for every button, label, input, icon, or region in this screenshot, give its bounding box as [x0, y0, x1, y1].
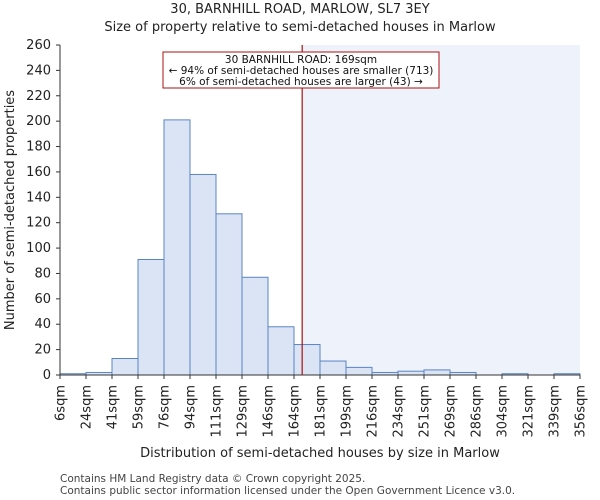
- chart-subtitle: Size of property relative to semi-detach…: [104, 20, 496, 35]
- x-tick-label: 6sqm: [54, 385, 69, 421]
- bar-59sqm: [137, 259, 165, 376]
- x-axis-title: Distribution of semi-detached houses by …: [140, 446, 500, 461]
- y-tick-label: 80: [34, 266, 51, 281]
- y-tick-label: 260: [26, 38, 51, 53]
- x-tick-label: 199sqm: [340, 385, 355, 438]
- annotation-box: [162, 51, 440, 89]
- bar-41sqm: [111, 358, 139, 376]
- bar-76sqm: [163, 119, 191, 376]
- chart-title: 30, BARNHILL ROAD, MARLOW, SL7 3EY: [170, 2, 430, 17]
- y-tick-label: 100: [26, 241, 51, 256]
- x-tick-label: 129sqm: [236, 385, 251, 438]
- highlight-region: [302, 45, 580, 375]
- y-tick-label: 60: [34, 292, 51, 307]
- footer-licence: Contains public sector information licen…: [60, 485, 516, 497]
- y-axis-title: Number of semi-detached properties: [3, 90, 18, 330]
- x-tick-label: 304sqm: [496, 385, 511, 438]
- y-tick-label: 220: [26, 89, 51, 104]
- y-tick-label: 20: [34, 343, 51, 358]
- y-tick-label: 120: [26, 216, 51, 231]
- x-tick-label: 286sqm: [470, 385, 485, 438]
- bar-181sqm: [319, 360, 347, 376]
- x-tick-label: 181sqm: [314, 385, 329, 438]
- x-tick-label: 269sqm: [444, 385, 459, 438]
- x-tick-label: 251sqm: [418, 385, 433, 438]
- annotation-line-1: 30 BARNHILL ROAD: 169sqm: [225, 54, 377, 66]
- x-tick-label: 356sqm: [574, 385, 589, 438]
- bar-251sqm: [423, 369, 451, 376]
- annotation-line-3: 6% of semi-detached houses are larger (4…: [179, 76, 423, 88]
- y-tick-label: 240: [26, 63, 51, 78]
- y-tick-label: 40: [34, 317, 51, 332]
- footer-copyright: Contains HM Land Registry data © Crown c…: [60, 473, 366, 485]
- x-tick-label: 164sqm: [288, 385, 303, 438]
- y-tick-label: 0: [43, 368, 51, 383]
- y-tick-label: 140: [26, 190, 51, 205]
- bar-199sqm: [345, 366, 373, 376]
- x-tick-label: 146sqm: [262, 385, 277, 438]
- x-tick-label: 111sqm: [210, 385, 225, 438]
- bar-164sqm: [293, 344, 321, 376]
- x-tick-label: 339sqm: [548, 385, 563, 438]
- x-tick-label: 94sqm: [184, 385, 199, 429]
- x-tick-label: 216sqm: [366, 385, 381, 438]
- bar-111sqm: [215, 213, 243, 376]
- x-tick-label: 321sqm: [522, 385, 537, 438]
- y-tick-label: 160: [26, 165, 51, 180]
- y-tick-label: 180: [26, 140, 51, 155]
- bar-94sqm: [189, 173, 217, 376]
- x-tick-label: 76sqm: [158, 385, 173, 429]
- bar-234sqm: [397, 370, 425, 376]
- annotation-line-2: ← 94% of semi-detached houses are smalle…: [169, 65, 434, 77]
- x-tick-label: 234sqm: [392, 385, 407, 438]
- x-tick-label: 59sqm: [132, 385, 147, 429]
- y-tick-label: 200: [26, 114, 51, 129]
- bar-129sqm: [241, 276, 269, 376]
- bar-146sqm: [267, 326, 295, 376]
- x-tick-label: 41sqm: [106, 385, 121, 429]
- x-tick-label: 24sqm: [80, 385, 95, 429]
